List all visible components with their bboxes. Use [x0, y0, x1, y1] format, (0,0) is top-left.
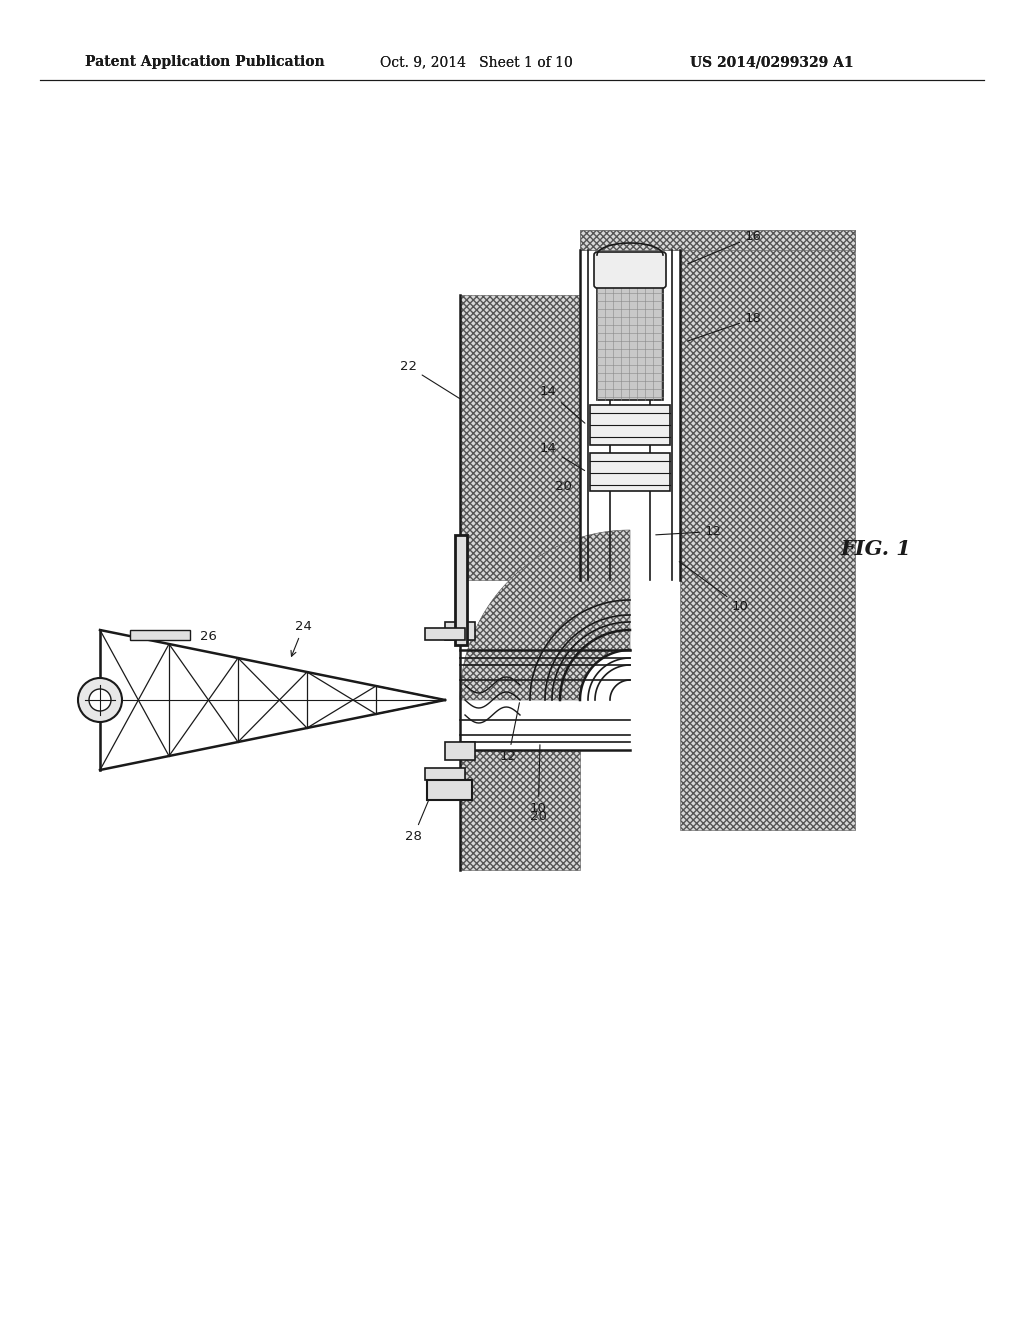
Bar [130, 630, 190, 640]
Text: US 2014/0299329 A1: US 2014/0299329 A1 [690, 55, 854, 69]
Text: FIG. 1: FIG. 1 [840, 539, 910, 558]
Bar [427, 780, 472, 800]
Text: 14: 14 [540, 385, 585, 424]
Text: 10: 10 [530, 744, 547, 814]
Text: 16: 16 [687, 230, 762, 264]
Text: 20: 20 [555, 480, 571, 492]
Bar [460, 630, 580, 640]
FancyBboxPatch shape [594, 252, 666, 288]
Bar [425, 768, 465, 780]
Polygon shape [460, 531, 630, 700]
Bar [580, 230, 680, 249]
Circle shape [89, 689, 111, 711]
Text: Oct. 9, 2014   Sheet 1 of 10: Oct. 9, 2014 Sheet 1 of 10 [380, 55, 572, 69]
Text: Oct. 9, 2014   Sheet 1 of 10: Oct. 9, 2014 Sheet 1 of 10 [380, 55, 572, 69]
Text: US 2014/0299329 A1: US 2014/0299329 A1 [690, 55, 854, 69]
Text: 20: 20 [530, 810, 547, 822]
Bar [460, 294, 580, 579]
Bar [460, 750, 580, 870]
Bar [680, 230, 855, 830]
Text: 24: 24 [291, 620, 312, 656]
Bar [425, 628, 465, 640]
Text: 22: 22 [400, 360, 460, 399]
Text: 10: 10 [679, 561, 749, 612]
Text: 26: 26 [200, 630, 217, 643]
Bar [445, 742, 475, 760]
Bar [580, 230, 855, 249]
Bar [590, 405, 670, 445]
Text: 14: 14 [540, 442, 585, 470]
Text: 12: 12 [655, 525, 722, 539]
Text: 12: 12 [500, 702, 519, 763]
Bar [445, 622, 475, 640]
Bar [597, 285, 663, 400]
Text: Patent Application Publication: Patent Application Publication [85, 55, 325, 69]
Text: 18: 18 [688, 312, 762, 341]
Circle shape [78, 678, 122, 722]
Bar [455, 535, 467, 645]
Text: 28: 28 [406, 788, 434, 843]
Bar [590, 453, 670, 491]
Text: Patent Application Publication: Patent Application Publication [85, 55, 325, 69]
